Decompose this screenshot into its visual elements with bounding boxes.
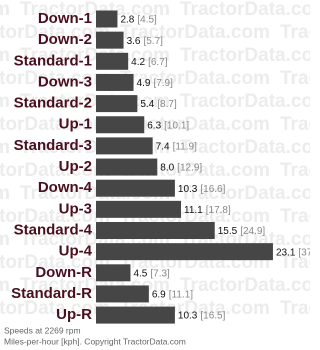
value-label: 5.4 bbox=[140, 99, 154, 110]
kph-label: [12.9] bbox=[177, 163, 202, 174]
value-label: 6.9 bbox=[152, 290, 166, 301]
value-label: 15.5 bbox=[218, 226, 238, 237]
footnote: Miles-per-hour [kph]. Copyright TractorD… bbox=[4, 336, 186, 346]
category-label: Up-1 bbox=[59, 116, 92, 133]
watermark: TractorData.com bbox=[0, 114, 110, 135]
kph-label: [7.3] bbox=[150, 268, 170, 279]
bar bbox=[96, 158, 158, 176]
watermark: TractorData.com bbox=[180, 275, 310, 296]
bar bbox=[96, 264, 131, 282]
watermark: TractorData.com bbox=[0, 45, 10, 66]
value-label: 2.8 bbox=[120, 15, 134, 26]
watermark: TractorData.com bbox=[280, 160, 310, 181]
value-label: 10.3 bbox=[178, 311, 198, 322]
watermark: TractorData.com bbox=[0, 22, 110, 43]
watermark: TractorData.com bbox=[120, 22, 270, 43]
kph-label: [8.7] bbox=[157, 99, 177, 110]
watermark: TractorData.com bbox=[20, 0, 170, 20]
value-label: 4.2 bbox=[131, 57, 145, 68]
watermark: TractorData.com bbox=[280, 206, 310, 227]
value-label: 23.1 bbox=[276, 247, 296, 258]
bar bbox=[96, 306, 175, 324]
watermark: TractorData.com bbox=[120, 160, 270, 181]
value-label: 4.9 bbox=[137, 78, 151, 89]
chart: TractorData.comTractorData.comTractorDat… bbox=[0, 0, 310, 346]
watermark: TractorData.com bbox=[0, 137, 10, 158]
bar bbox=[96, 200, 182, 218]
kph-label: [6.7] bbox=[148, 57, 168, 68]
watermark: TractorData.com bbox=[0, 252, 110, 273]
watermark: TractorData.com bbox=[0, 91, 10, 112]
category-label: Down-2 bbox=[38, 31, 92, 48]
watermark: TractorData.com bbox=[20, 45, 170, 66]
kph-label: [16.5] bbox=[200, 311, 225, 322]
category-label: Down-1 bbox=[38, 10, 92, 27]
kph-label: [7.9] bbox=[153, 78, 173, 89]
watermark: TractorData.com bbox=[120, 68, 270, 89]
kph-label: [37.2] bbox=[298, 247, 310, 258]
kph-label: [10.1] bbox=[164, 120, 189, 131]
category-label: Up-2 bbox=[59, 158, 92, 175]
category-label: Standard-R bbox=[11, 285, 92, 302]
watermark: TractorData.com bbox=[180, 91, 310, 112]
watermark: TractorData.com bbox=[0, 275, 10, 296]
bar bbox=[96, 222, 215, 239]
value-label: 11.1 bbox=[184, 205, 203, 216]
category-label: Up-R bbox=[56, 306, 92, 323]
footnote: Speeds at 2269 rpm bbox=[4, 325, 81, 335]
category-label: Standard-4 bbox=[14, 221, 93, 238]
watermark: TractorData.com bbox=[180, 0, 310, 20]
watermark: TractorData.com bbox=[0, 68, 110, 89]
value-label: 3.6 bbox=[127, 36, 141, 47]
watermark: TractorData.com bbox=[0, 206, 110, 227]
bar bbox=[96, 73, 134, 91]
kph-label: [5.7] bbox=[143, 36, 163, 47]
category-label: Down-4 bbox=[38, 179, 93, 196]
bar bbox=[96, 95, 138, 113]
watermark: TractorData.com bbox=[180, 45, 310, 66]
watermark: TractorData.com bbox=[180, 137, 310, 158]
category-label: Down-R bbox=[35, 264, 92, 281]
bar bbox=[96, 243, 273, 261]
kph-label: [16.6] bbox=[200, 184, 225, 195]
watermark: TractorData.com bbox=[0, 298, 110, 319]
value-label: 4.5 bbox=[133, 268, 147, 279]
kph-label: [11.9] bbox=[173, 142, 197, 153]
value-label: 6.3 bbox=[147, 120, 161, 131]
category-label: Up-3 bbox=[59, 200, 92, 217]
bar bbox=[96, 10, 118, 28]
category-label: Standard-1 bbox=[14, 52, 92, 69]
bar bbox=[96, 285, 149, 303]
plot: Down-1 2.8 [4.5] Down-2 3.6 [5.7] Standard-1 4.… bbox=[11, 10, 310, 324]
watermark: TractorData.com bbox=[280, 252, 310, 273]
watermark: TractorData.com bbox=[0, 183, 10, 204]
watermark: TractorData.com bbox=[280, 22, 310, 43]
watermark: TractorData.com bbox=[280, 114, 310, 135]
watermark: TractorData.com bbox=[280, 68, 310, 89]
value-label: 8.0 bbox=[160, 163, 174, 174]
watermark: TractorData.com bbox=[0, 0, 10, 20]
watermark: TractorData.com bbox=[0, 160, 110, 181]
value-label: 7.4 bbox=[156, 142, 170, 153]
category-label: Standard-3 bbox=[14, 137, 92, 154]
bar bbox=[96, 137, 153, 155]
bar bbox=[96, 116, 145, 134]
watermark: TractorData.com bbox=[180, 183, 310, 204]
kph-label: [11.1] bbox=[169, 290, 193, 301]
kph-label: [24.9] bbox=[240, 226, 265, 237]
category-label: Up-4 bbox=[59, 243, 93, 260]
bar bbox=[96, 52, 129, 70]
watermark: TractorData.com bbox=[0, 229, 10, 250]
value-label: 10.3 bbox=[178, 184, 198, 195]
kph-label: [17.8] bbox=[206, 205, 231, 216]
watermark: TractorData.com bbox=[280, 298, 310, 319]
watermark: TractorData.com bbox=[120, 114, 270, 135]
watermark-layer: TractorData.comTractorData.comTractorDat… bbox=[0, 0, 310, 319]
category-label: Down-3 bbox=[38, 73, 92, 90]
kph-label: [4.5] bbox=[137, 15, 157, 26]
category-label: Standard-2 bbox=[14, 95, 92, 112]
bar bbox=[96, 31, 124, 49]
bar bbox=[96, 179, 175, 197]
